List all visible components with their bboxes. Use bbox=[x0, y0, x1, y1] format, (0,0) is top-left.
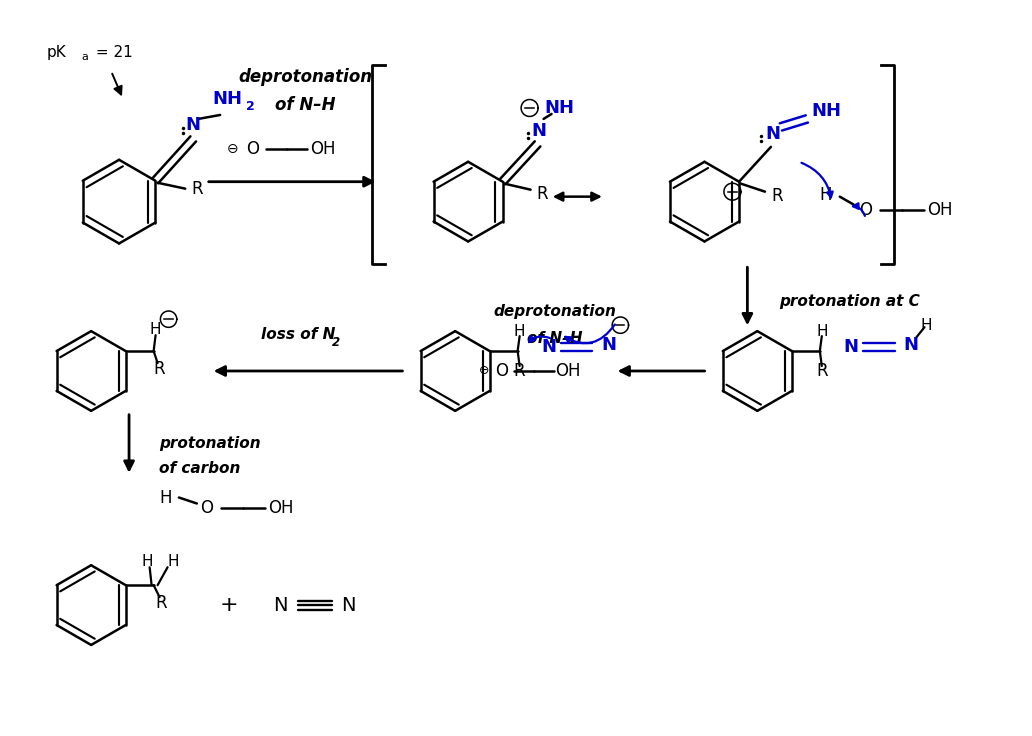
Text: N: N bbox=[903, 336, 918, 354]
Text: 2: 2 bbox=[331, 336, 340, 349]
Text: O: O bbox=[200, 500, 214, 517]
Text: NH: NH bbox=[213, 90, 243, 108]
Text: H: H bbox=[141, 553, 154, 569]
Text: N: N bbox=[843, 338, 859, 356]
Text: protonation: protonation bbox=[159, 436, 261, 451]
Text: H: H bbox=[514, 324, 525, 339]
Text: O: O bbox=[495, 362, 509, 380]
Text: N: N bbox=[766, 125, 780, 143]
Text: = 21: = 21 bbox=[91, 45, 133, 60]
Text: deprotonation: deprotonation bbox=[493, 304, 616, 319]
Text: H: H bbox=[168, 553, 180, 569]
Text: of N–H: of N–H bbox=[527, 330, 583, 346]
Text: protonation at C: protonation at C bbox=[779, 294, 921, 309]
Text: N: N bbox=[531, 122, 546, 140]
Text: H: H bbox=[150, 322, 161, 336]
Text: loss of N: loss of N bbox=[261, 327, 335, 342]
Text: H: H bbox=[921, 318, 932, 333]
Text: of N–H: of N–H bbox=[276, 96, 335, 114]
Text: N: N bbox=[541, 338, 556, 356]
Text: N: N bbox=[186, 116, 201, 134]
Text: N: N bbox=[342, 595, 356, 615]
Text: 2: 2 bbox=[246, 101, 255, 113]
Text: deprotonation: deprotonation bbox=[238, 68, 373, 86]
Text: NH: NH bbox=[545, 99, 575, 117]
Text: H: H bbox=[819, 185, 832, 204]
Text: O: O bbox=[247, 140, 259, 158]
Text: O: O bbox=[860, 201, 872, 219]
Text: H: H bbox=[159, 489, 171, 506]
Text: of carbon: of carbon bbox=[159, 461, 240, 476]
Text: R: R bbox=[514, 362, 525, 380]
Text: OH: OH bbox=[555, 362, 581, 380]
Text: OH: OH bbox=[927, 201, 953, 219]
Text: NH: NH bbox=[812, 102, 842, 120]
Text: R: R bbox=[154, 360, 165, 378]
Text: R: R bbox=[816, 362, 828, 380]
Text: H: H bbox=[816, 324, 828, 339]
Text: OH: OH bbox=[268, 500, 293, 517]
Text: ⊖: ⊖ bbox=[227, 142, 238, 156]
Text: OH: OH bbox=[310, 140, 335, 158]
Text: R: R bbox=[537, 185, 548, 202]
Text: +: + bbox=[220, 595, 238, 615]
Text: R: R bbox=[771, 187, 782, 205]
Text: pK: pK bbox=[46, 45, 66, 60]
Text: N: N bbox=[601, 336, 616, 354]
Text: R: R bbox=[156, 594, 167, 612]
Text: ⊖: ⊖ bbox=[479, 364, 489, 378]
Text: N: N bbox=[273, 595, 288, 615]
Text: R: R bbox=[191, 180, 203, 198]
Text: a: a bbox=[82, 52, 88, 62]
